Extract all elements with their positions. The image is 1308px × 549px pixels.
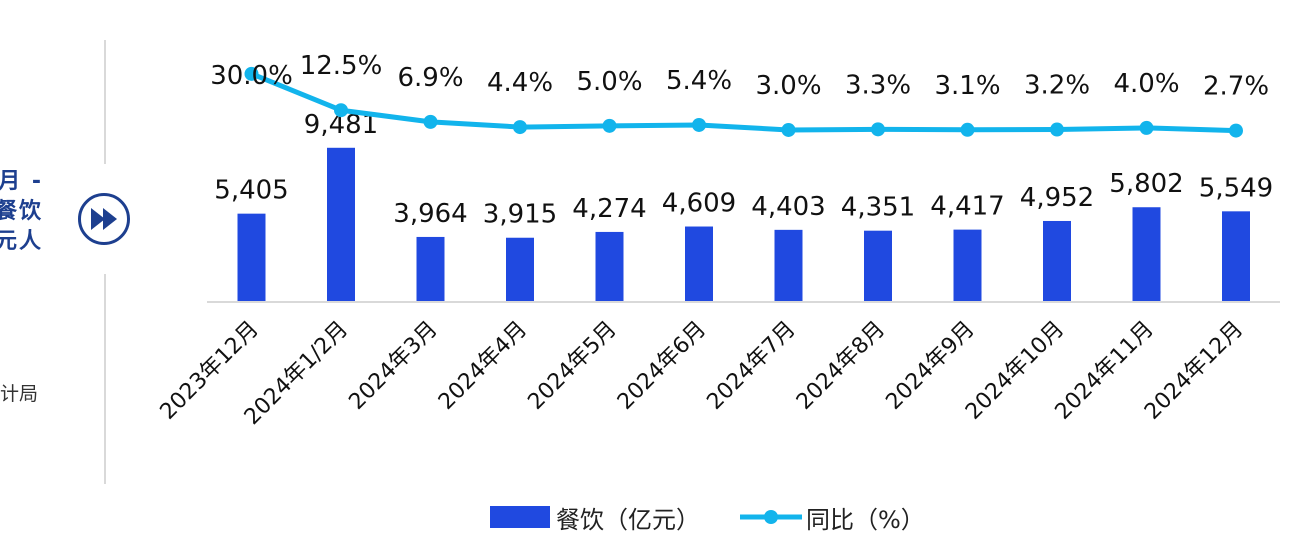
x-tick-label: 2024年7月	[702, 317, 800, 415]
yoy-point	[423, 114, 438, 129]
yoy-value-label: 5.4%	[666, 66, 732, 96]
bar-value-label: 5,405	[214, 176, 288, 206]
yoy-value-label: 4.4%	[487, 68, 553, 98]
bar	[1132, 207, 1161, 301]
yoy-point	[244, 66, 259, 81]
x-tick-label: 2024年6月	[613, 317, 711, 415]
yoy-point	[781, 122, 796, 137]
divider-top	[104, 40, 106, 164]
yoy-point	[871, 122, 885, 137]
bar	[953, 229, 982, 301]
yoy-line	[250, 71, 1237, 134]
bar-value-label: 5,549	[1199, 173, 1273, 203]
bar	[1222, 211, 1250, 301]
legend-bar-swatch	[490, 506, 550, 528]
x-tick-label: 2024年3月	[344, 317, 442, 415]
bar	[237, 213, 266, 301]
fast-forward-button[interactable]	[78, 193, 130, 245]
yoy-value-label: 3.0%	[755, 71, 821, 101]
yoy-value-label: 2.7%	[1203, 72, 1269, 102]
legend-bar-label: 餐饮（亿元）	[556, 505, 700, 534]
bar	[1043, 220, 1071, 301]
legend-item-bar: 餐饮（亿元）	[490, 500, 700, 535]
yoy-point	[960, 122, 975, 137]
bar-value-label: 5,802	[1109, 169, 1183, 199]
bar	[685, 226, 713, 301]
legend-line-label: 同比（%）	[806, 505, 925, 534]
yoy-point	[1050, 122, 1064, 137]
yoy-value-label: 5.0%	[576, 67, 642, 97]
yoy-value-label: 3.2%	[1024, 71, 1090, 101]
chart-legend: 餐饮（亿元） 同比（%）	[490, 497, 965, 537]
x-tick-label: 2024年4月	[434, 317, 532, 415]
x-tick-label: 2024年9月	[881, 317, 979, 415]
bar-value-label: 4,403	[751, 192, 825, 222]
bar	[595, 231, 624, 301]
yoy-point	[1229, 123, 1243, 138]
sidebar-panel: 月 - 餐饮 元人 计局	[0, 0, 105, 549]
bar	[416, 236, 445, 301]
yoy-value-label: 4.0%	[1113, 69, 1179, 99]
bar	[327, 147, 355, 301]
yoy-point	[602, 118, 617, 133]
bar	[506, 237, 534, 301]
yoy-value-label: 12.5%	[300, 51, 383, 81]
bar-value-label: 3,915	[483, 200, 557, 230]
yoy-value-label: 30.0%	[210, 61, 293, 91]
bar	[774, 229, 803, 301]
bar-value-label: 3,964	[393, 199, 467, 229]
divider-bottom	[104, 274, 106, 484]
legend-item-line: 同比（%）	[740, 500, 925, 535]
bar-value-label: 4,351	[841, 193, 915, 223]
yoy-point	[334, 103, 348, 118]
sidebar-source: 计局	[0, 383, 39, 405]
x-tick-label: 2024年8月	[792, 317, 890, 415]
bar-value-label: 4,609	[662, 189, 736, 219]
fast-forward-icon	[91, 208, 117, 230]
yoy-point	[513, 120, 527, 135]
legend-line-swatch	[740, 510, 802, 524]
yoy-value-label: 3.1%	[934, 71, 1000, 101]
yoy-value-label: 6.9%	[397, 63, 463, 93]
bar-value-label: 4,952	[1020, 183, 1094, 213]
x-tick-label: 2024年5月	[523, 317, 621, 415]
bar-value-label: 4,417	[930, 192, 1004, 222]
yoy-point	[1139, 120, 1154, 135]
sidebar-title: 月 - 餐饮 元人	[0, 169, 43, 254]
yoy-point	[692, 117, 706, 132]
bar-value-label: 4,274	[572, 194, 646, 224]
yoy-value-label: 3.3%	[845, 70, 911, 100]
bar	[864, 230, 892, 301]
